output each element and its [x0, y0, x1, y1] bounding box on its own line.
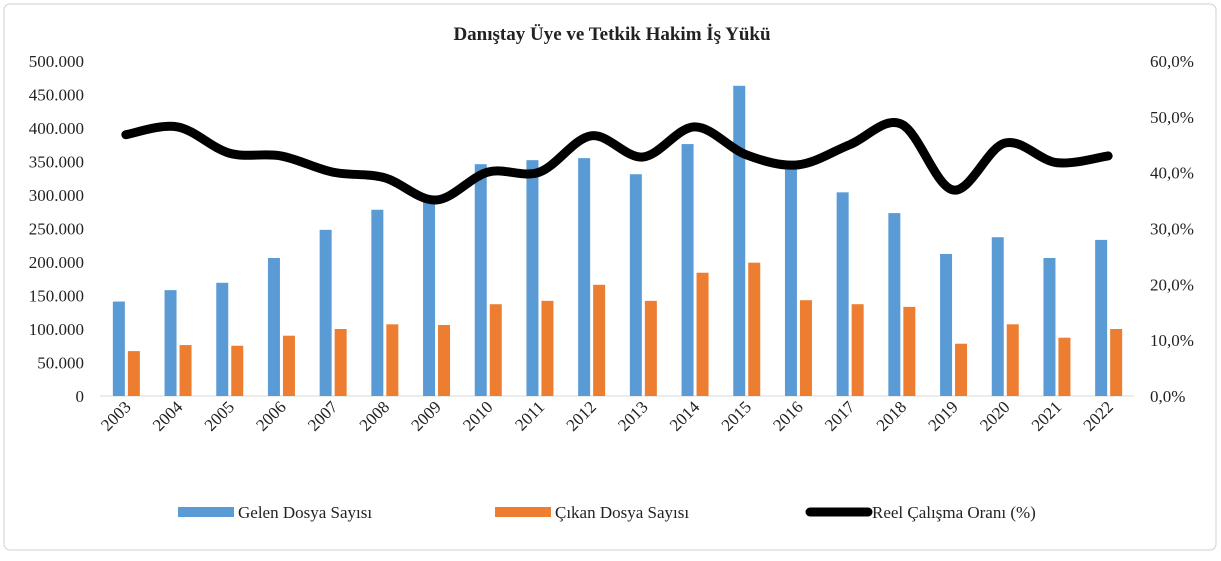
- bar: [1043, 257, 1056, 396]
- bar: [1058, 337, 1071, 396]
- y-tick-label: 350.000: [29, 153, 84, 172]
- y-tick-label: 400.000: [29, 119, 84, 138]
- y2-tick-label: 50,0%: [1150, 108, 1194, 127]
- bar: [888, 213, 901, 396]
- y-tick-label: 250.000: [29, 220, 84, 239]
- bar: [955, 343, 968, 396]
- bar: [231, 345, 244, 396]
- bar: [423, 201, 436, 396]
- legend-swatch: [495, 507, 551, 517]
- bar: [438, 324, 451, 396]
- y2-tick-label: 0,0%: [1150, 387, 1185, 406]
- line: [121, 118, 1113, 205]
- y-tick-label: 500.000: [29, 52, 84, 71]
- bar: [1095, 239, 1108, 396]
- y-tick-label: 50.000: [37, 354, 84, 373]
- chart-border: [3, 3, 1217, 551]
- bar: [733, 85, 746, 396]
- bar: [112, 301, 125, 396]
- bar: [696, 272, 709, 396]
- bar: [541, 300, 554, 396]
- bar: [593, 284, 606, 396]
- bar: [681, 144, 694, 396]
- legend-label: Gelen Dosya Sayısı: [238, 503, 372, 522]
- y-tick-label: 0: [76, 387, 85, 406]
- bar: [836, 192, 849, 396]
- bar: [1006, 324, 1019, 396]
- legend-swatch: [178, 507, 234, 517]
- y2-tick-label: 20,0%: [1150, 275, 1194, 294]
- y-tick-label: 300.000: [29, 186, 84, 205]
- bar: [940, 253, 953, 396]
- legend-label: Çıkan Dosya Sayısı: [555, 503, 689, 522]
- bar: [629, 174, 642, 396]
- y-tick-label: 100.000: [29, 320, 84, 339]
- bar: [526, 160, 539, 396]
- bar: [164, 290, 177, 396]
- y2-tick-label: 10,0%: [1150, 331, 1194, 350]
- bar: [748, 262, 761, 396]
- bar: [334, 329, 347, 396]
- bar: [282, 335, 295, 396]
- bar: [784, 164, 797, 396]
- bar: [903, 306, 916, 396]
- y2-tick-label: 30,0%: [1150, 220, 1194, 239]
- bar: [644, 300, 657, 396]
- bar: [474, 164, 487, 396]
- bar: [267, 257, 280, 396]
- bar: [1110, 329, 1123, 396]
- bar: [799, 300, 812, 396]
- chart-title: Danıştay Üye ve Tetkik Hakim İş Yükü: [453, 24, 771, 45]
- bar: [179, 345, 192, 396]
- legend-label: Reel Çalışma Oranı (%): [872, 503, 1036, 522]
- y2-tick-label: 60,0%: [1150, 52, 1194, 71]
- bar: [851, 304, 864, 396]
- bar: [386, 324, 399, 396]
- bar: [127, 351, 140, 396]
- bar: [578, 158, 591, 396]
- y-tick-label: 200.000: [29, 253, 84, 272]
- y-tick-label: 450.000: [29, 86, 84, 105]
- bar: [371, 209, 384, 396]
- y-tick-label: 150.000: [29, 287, 84, 306]
- bar: [216, 282, 229, 396]
- bar: [319, 229, 332, 396]
- y2-tick-label: 40,0%: [1150, 164, 1194, 183]
- bar: [489, 304, 502, 396]
- bar: [991, 237, 1004, 396]
